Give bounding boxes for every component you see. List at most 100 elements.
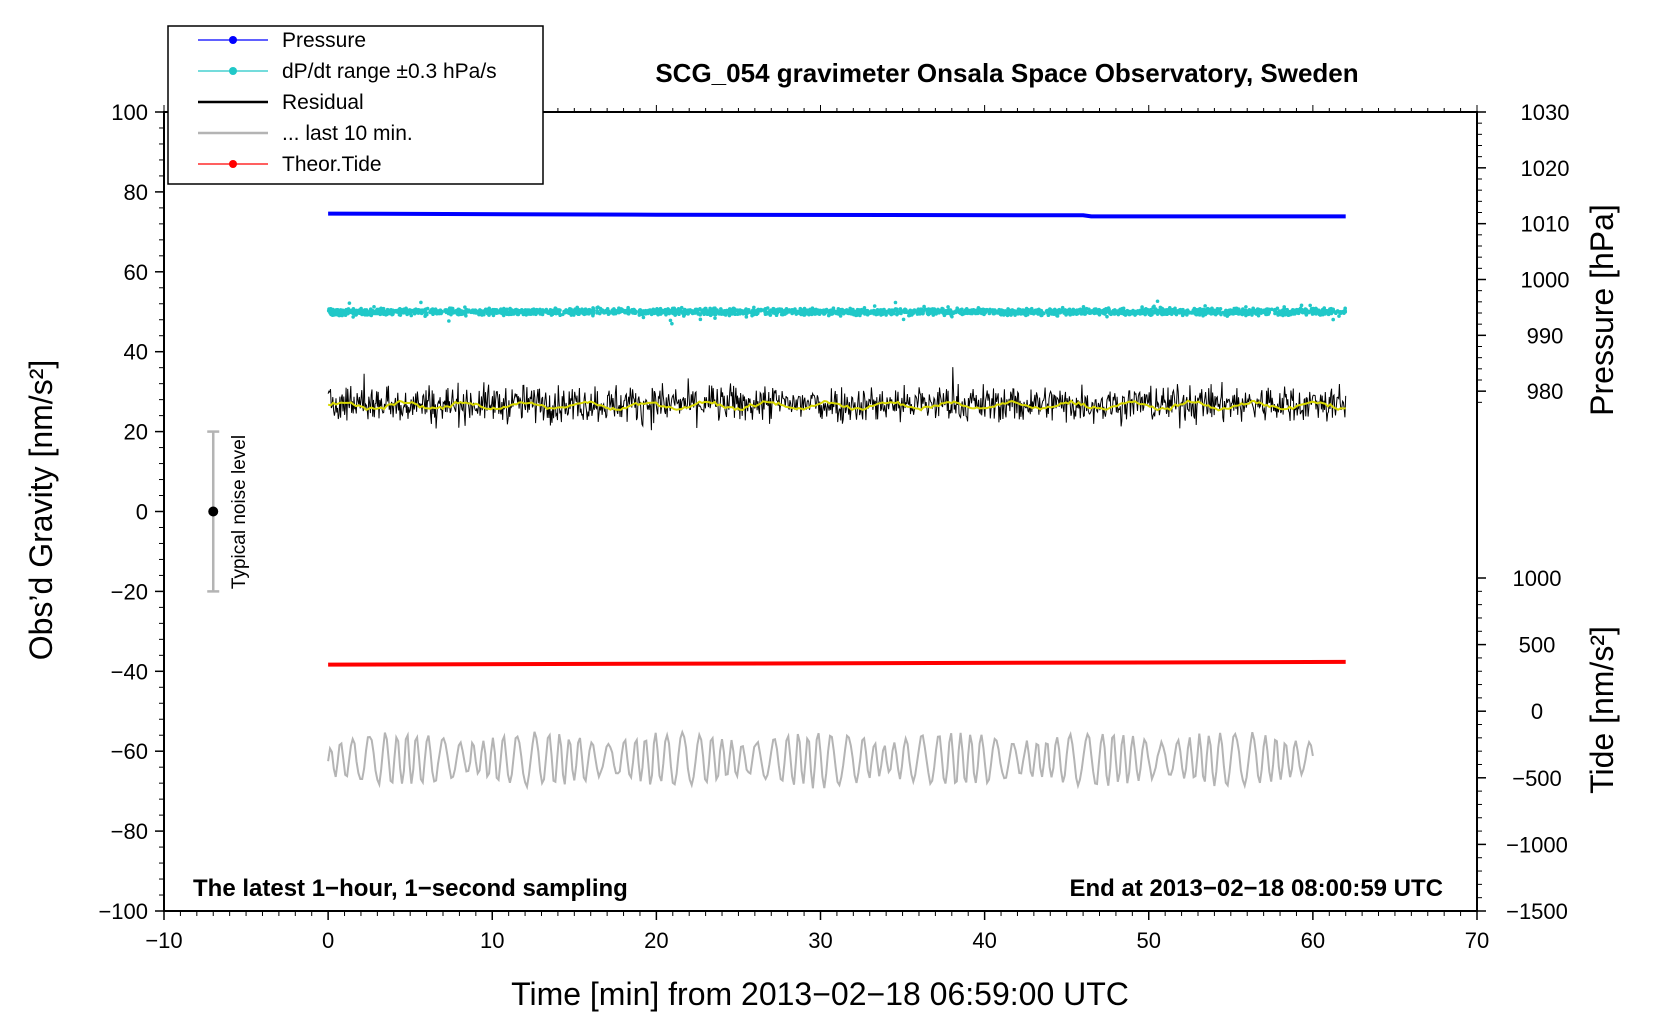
dpdt-point [452,310,456,314]
dpdt-point [404,309,409,314]
dpdt-point [783,312,787,316]
dpdt-point [1109,312,1113,317]
dpdt-point [931,313,936,317]
dpdt-point [935,311,939,315]
dpdt-point [900,309,904,314]
dpdt-point [1230,311,1234,316]
dpdt-point [824,309,829,313]
dpdt-point [597,311,602,316]
y-left-tick-label: −20 [111,579,148,604]
y-tide-tick-label: −1000 [1506,832,1568,857]
dpdt-point [727,313,732,318]
dpdt-point [1247,308,1252,312]
dpdt-point [948,311,953,316]
dpdt-point [829,312,834,316]
dpdt-point [422,309,426,314]
dpdt-point [428,310,433,315]
dpdt-point [505,312,510,316]
dpdt-point [443,309,448,314]
dpdt-point [546,311,550,315]
y-axis-title-left: Obs’d Gravity [nm/s²] [23,360,59,661]
dpdt-point [941,307,945,311]
dpdt-point [526,311,530,315]
dpdt-point [698,317,703,322]
dpdt-point [980,311,984,315]
dpdt-point [668,309,673,314]
dpdt-point [752,305,756,310]
dpdt-point [485,308,490,313]
dpdt-point [564,309,569,314]
dpdt-point [703,309,708,314]
dpdt-point [361,310,366,315]
dpdt-point [409,313,414,318]
dpdt-point [991,308,995,312]
dpdt-point [447,319,451,323]
dpdt-point [479,309,484,313]
dpdt-point [744,315,749,319]
dpdt-point [1179,309,1183,314]
dpdt-point [763,312,768,317]
dpdt-point [908,309,912,313]
dpdt-point [651,311,655,316]
x-tick-label: 50 [1137,928,1161,953]
dpdt-point [713,306,717,311]
dpdt-point [582,312,587,316]
dpdt-point [685,311,690,316]
dpdt-point [613,308,618,313]
dpdt-point [844,308,849,312]
dpdt-point [345,311,350,316]
dpdt-point [1160,307,1165,312]
dpdt-point [671,311,676,316]
y-tide-tick-label: 1000 [1513,566,1562,591]
dpdt-point [618,310,623,314]
dpdt-point [412,311,417,316]
dpdt-point [750,313,754,318]
dpdt-point [354,309,359,314]
dpdt-point [1254,309,1259,314]
dpdt-point [992,311,996,316]
dpdt-point [351,306,356,311]
dpdt-point [1215,311,1220,316]
dpdt-point [1068,313,1073,317]
dpdt-point [810,309,815,314]
dpdt-point [714,312,718,316]
dpdt-point [425,312,429,317]
dpdt-point [1124,309,1129,314]
dpdt-point [1234,311,1238,316]
legend-label: Residual [282,91,364,114]
noise-level-label: Typical noise level [229,435,250,589]
dpdt-point [415,310,420,315]
dpdt-point [834,310,839,315]
dpdt-point [1304,310,1309,314]
dpdt-point [1211,311,1216,316]
dpdt-point [381,312,386,316]
dpdt-point [339,311,344,316]
dpdt-point [680,311,685,315]
dpdt-point [617,306,621,310]
dpdt-point [438,308,443,313]
dpdt-point [1299,303,1304,308]
dpdt-point [840,307,844,312]
dpdt-point [663,309,667,313]
dpdt-point [1026,309,1030,314]
x-axis-title: Time [min] from 2013−02−18 06:59:00 UTC [511,976,1129,1012]
dpdt-point [875,308,880,313]
dpdt-point [1251,308,1255,312]
dpdt-point [922,304,926,309]
dpdt-point [1078,307,1083,312]
dpdt-point [1097,312,1102,317]
dpdt-point [1019,310,1023,315]
dpdt-point [719,307,723,311]
dpdt-point [1329,311,1334,316]
dpdt-point [883,309,888,314]
dpdt-point [1067,307,1072,312]
dpdt-point [854,310,859,315]
dpdt-point [1286,313,1291,318]
dpdt-point [557,308,561,312]
y-left-tick-label: −40 [111,659,148,684]
dpdt-point [1202,308,1207,313]
dpdt-point [1135,309,1140,313]
dpdt-point [878,308,883,312]
dpdt-point [1301,309,1305,313]
dpdt-point [901,317,906,322]
